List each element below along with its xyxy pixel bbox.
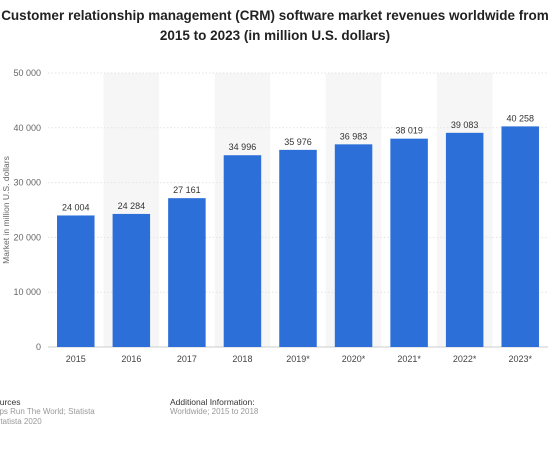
- bar: [223, 155, 262, 347]
- sources-line-2: Statista 2020: [0, 417, 42, 426]
- x-tick-label: 2017: [177, 354, 197, 364]
- x-tick-label: 2021*: [397, 354, 421, 364]
- sources-heading: ources: [0, 397, 21, 407]
- x-axis-ticks: 2015 2016 2017 2018 2019* 2020* 2021* 2022* 2023…: [66, 354, 533, 364]
- bar: [334, 144, 373, 347]
- x-tick-label: 2015: [66, 354, 86, 364]
- value-label: 36 983: [340, 131, 368, 141]
- y-axis-ticks: 0 10 000 20 000 30 000 40 000 50 000: [13, 68, 41, 352]
- value-label: 24 284: [118, 201, 146, 211]
- chart-title-line-1: Customer relationship management (CRM) s…: [1, 8, 549, 23]
- value-label: 35 976: [284, 137, 312, 147]
- value-label: 39 083: [451, 120, 479, 130]
- additional-info-block: Additional Information: Worldwide; 2015 …: [170, 397, 258, 417]
- y-tick-label: 0: [36, 342, 41, 352]
- y-tick-label: 40 000: [13, 123, 41, 133]
- additional-info-heading: Additional Information:: [170, 397, 255, 407]
- value-label: 34 996: [229, 142, 257, 152]
- bar: [57, 215, 95, 347]
- value-labels: 24 004 24 284 27 161 34 996 35 976 36 983 38 0…: [62, 113, 534, 212]
- y-tick-label: 50 000: [13, 68, 41, 78]
- value-label: 24 004: [62, 202, 90, 212]
- bar: [168, 198, 206, 347]
- sources-line-1: aps Run The World; Statista: [0, 407, 95, 416]
- x-tick-label: 2019*: [286, 354, 310, 364]
- additional-info-line-1: Worldwide; 2015 to 2018: [170, 407, 259, 416]
- bar: [279, 149, 317, 347]
- bar: [112, 213, 151, 347]
- bar: [390, 138, 428, 347]
- x-tick-label: 2022*: [453, 354, 477, 364]
- chart-title: Customer relationship management (CRM) s…: [0, 6, 550, 46]
- x-tick-label: 2020*: [342, 354, 366, 364]
- x-tick-label: 2018: [232, 354, 252, 364]
- value-label: 27 161: [173, 185, 201, 195]
- value-label: 38 019: [395, 126, 423, 136]
- sources-block: ources aps Run The World; Statista Stati…: [0, 397, 95, 427]
- bars: [57, 126, 539, 347]
- x-tick-label: 2023*: [508, 354, 532, 364]
- bar: [445, 132, 484, 347]
- y-tick-label: 20 000: [13, 232, 41, 242]
- bar: [501, 126, 539, 347]
- chart-title-line-2: 2015 to 2023 (in million U.S. dollars): [159, 28, 391, 43]
- y-tick-label: 30 000: [13, 178, 41, 188]
- y-tick-label: 10 000: [13, 287, 41, 297]
- x-tick-label: 2016: [121, 354, 141, 364]
- y-axis-label: Market in million U.S. dollars: [1, 156, 11, 264]
- value-label: 40 258: [506, 113, 534, 123]
